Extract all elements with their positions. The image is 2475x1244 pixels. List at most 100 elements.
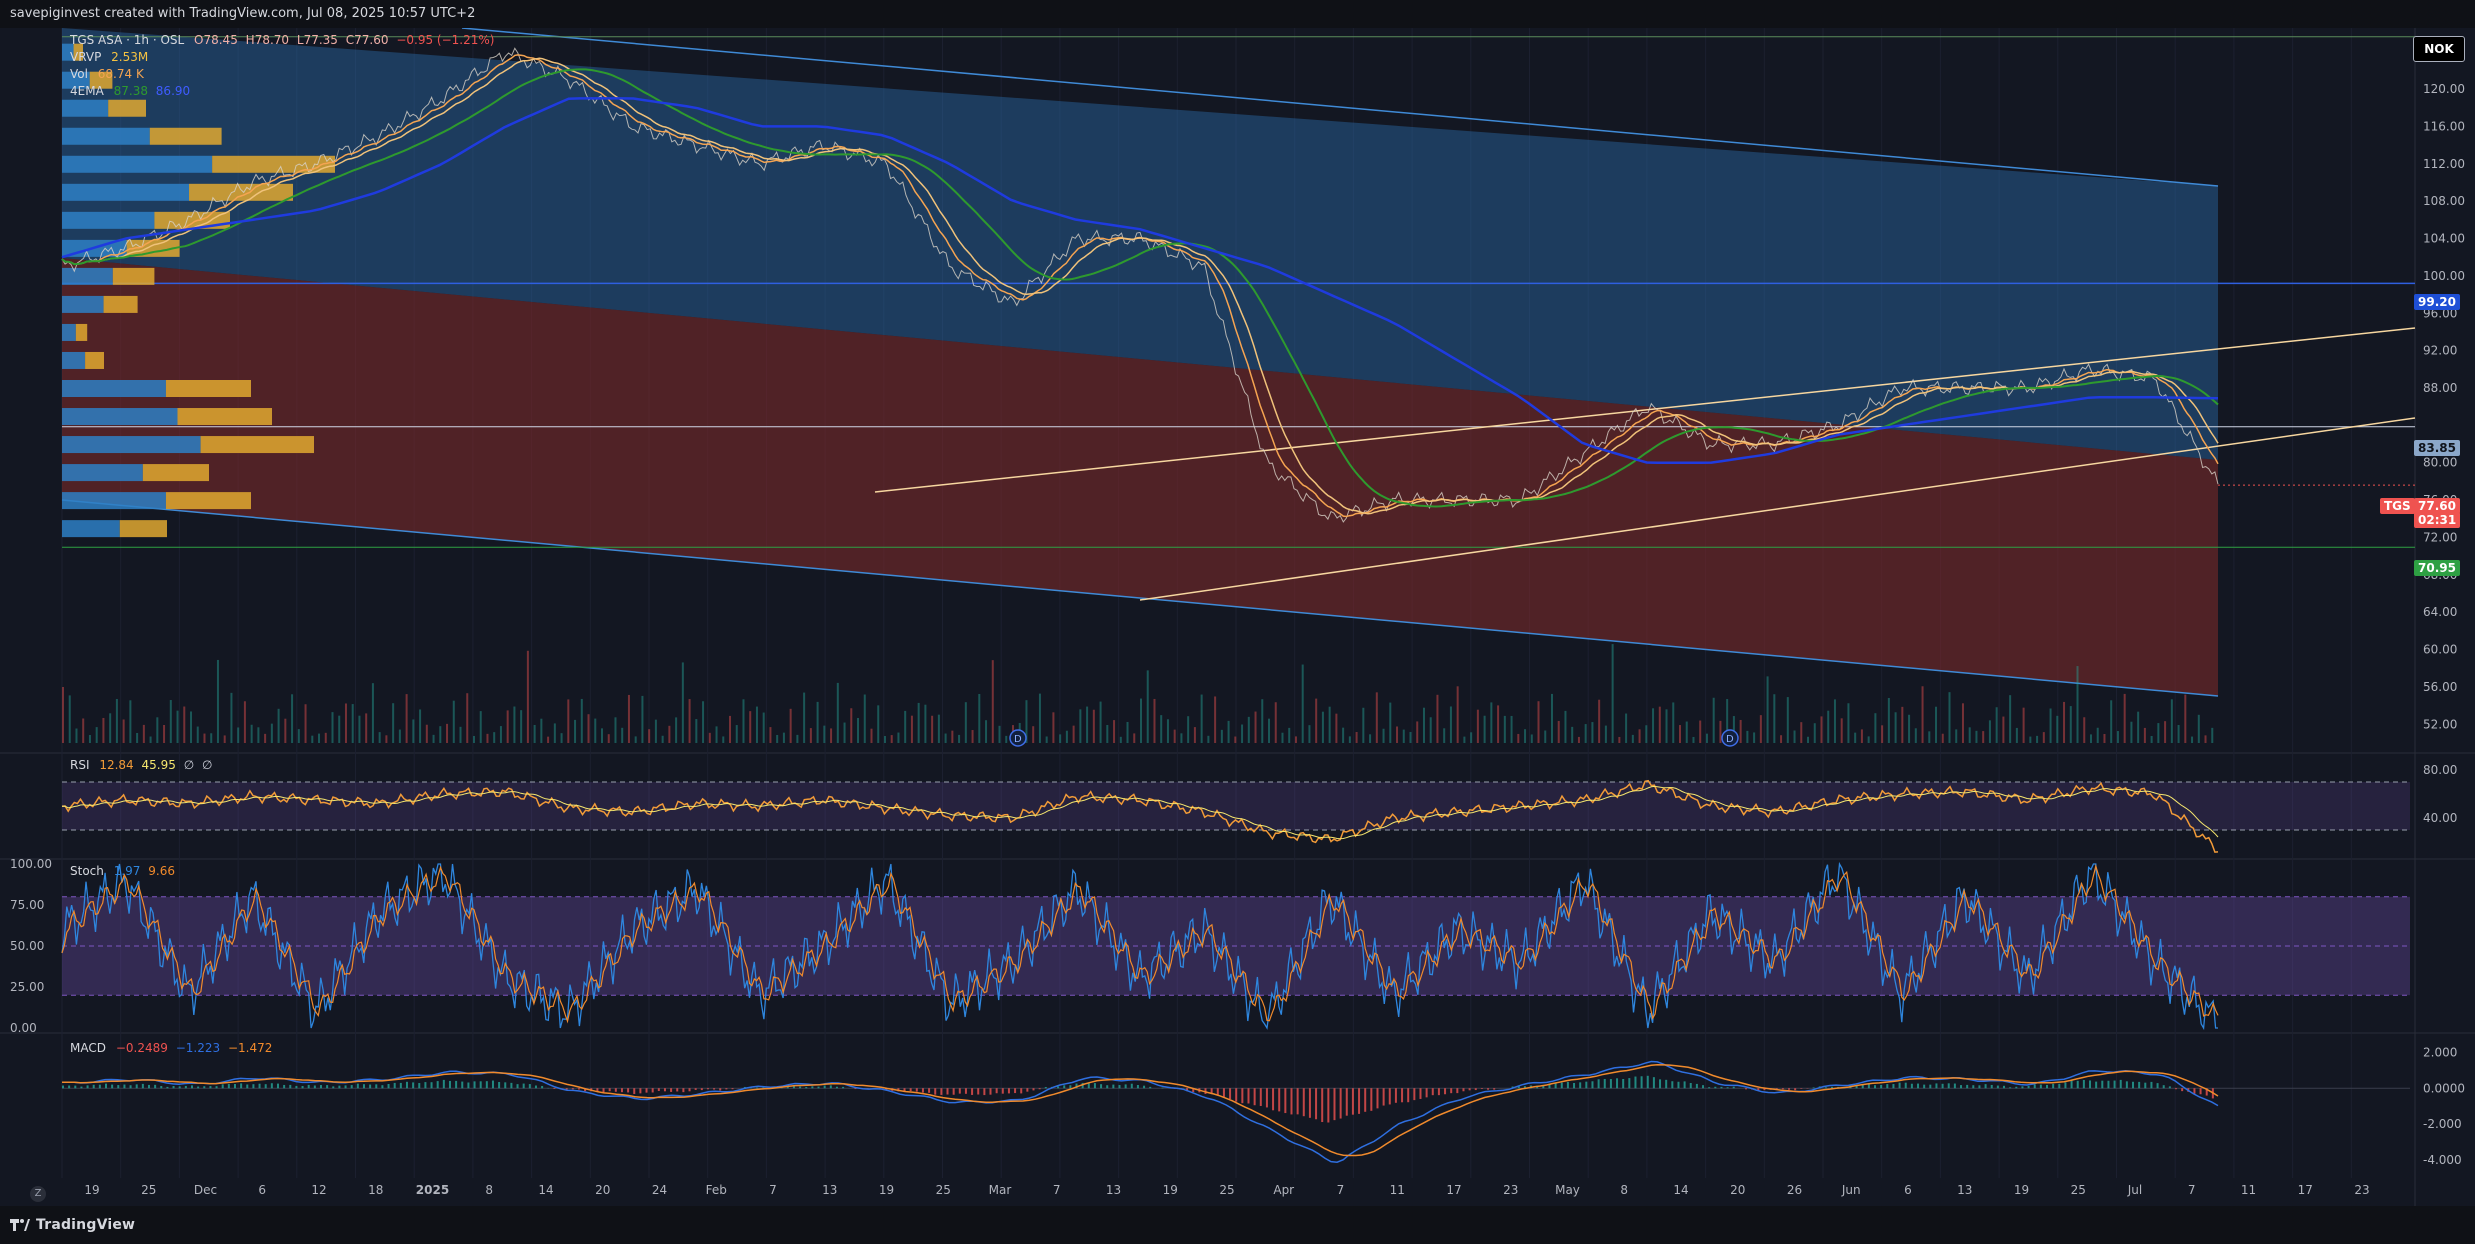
macd-hist-bar-28: [233, 1083, 236, 1089]
volume-bar-285: [1982, 731, 1985, 743]
time-label-9: 20: [595, 1183, 610, 1197]
macd-hist-bar-48: [356, 1083, 359, 1089]
footer-bar: TradingView: [0, 1206, 2475, 1244]
zoom-button[interactable]: Z: [30, 1186, 46, 1202]
macd-hist-bar-55: [399, 1082, 402, 1089]
currency-button[interactable]: NOK: [2413, 36, 2465, 62]
macd-hist-bar-32: [258, 1083, 261, 1089]
volume-bar-234: [1638, 729, 1641, 743]
macd-hist-bar-270: [1720, 1086, 1723, 1089]
time-label-24: 17: [1446, 1183, 1461, 1197]
volume-bar-176: [1247, 716, 1250, 743]
time-label-17: 7: [1053, 1183, 1061, 1197]
volume-bar-98: [722, 736, 725, 743]
macd-hist-bar-337: [2132, 1081, 2135, 1089]
macd-hist-bar-208: [1339, 1088, 1342, 1119]
macd-hist-bar-171: [1112, 1084, 1115, 1089]
volume-bar-67: [513, 706, 516, 743]
volume-bar-41: [338, 715, 341, 743]
macd-hist-bar-216: [1388, 1088, 1391, 1105]
volume-bar-21: [203, 733, 206, 743]
macd-hist-bar-82: [565, 1088, 568, 1090]
macd-hist-bar-308: [1953, 1083, 1956, 1089]
vrvp-bar-up-1: [62, 71, 90, 89]
macd-hist-bar-260: [1659, 1079, 1662, 1089]
volume-bar-294: [2042, 732, 2045, 743]
rsi-line: [61, 779, 2219, 853]
vrvp-bar-down-17: [119, 520, 167, 538]
macd-hist-bar-339: [2144, 1082, 2147, 1089]
macd-hist-bar-144: [946, 1088, 949, 1095]
macd-hist-bar-10: [123, 1084, 126, 1089]
volume-bar-258: [1800, 722, 1803, 743]
volume-bar-49: [392, 703, 395, 743]
volume-bar-77: [580, 698, 583, 743]
volume-bar-73: [553, 723, 556, 743]
time-label-25: 23: [1503, 1183, 1518, 1197]
macd-hist-bar-187: [1210, 1088, 1213, 1095]
volume-bar-53: [419, 709, 422, 743]
volume-bar-34: [291, 694, 294, 743]
rsi-ma-line: [61, 785, 2219, 840]
volume-bar-254: [1773, 694, 1776, 743]
vrvp-bar-down-4: [212, 155, 335, 173]
volume-bar-297: [2063, 701, 2066, 743]
macd-hist-bar-323: [2046, 1084, 2049, 1089]
chart-canvas[interactable]: 124.00120.00116.00112.00108.00104.00100.…: [0, 28, 2475, 1206]
macd-hist-bar-259: [1652, 1077, 1655, 1089]
vrvp-bar-down-14: [200, 436, 314, 454]
volume-bar-257: [1793, 730, 1796, 743]
volume-bar-59: [459, 726, 462, 743]
price-series: [61, 47, 2219, 523]
volume-bar-78: [587, 714, 590, 743]
vrvp-bar-up-14: [62, 436, 201, 454]
macd-hist-bar-221: [1419, 1088, 1422, 1099]
volume-bar-158: [1126, 721, 1129, 743]
macd-hist-bar-141: [928, 1088, 931, 1093]
macd-hist-bar-333: [2107, 1080, 2110, 1089]
wedge-upper-trendline: [874, 327, 2416, 493]
volume-bar-225: [1577, 736, 1580, 743]
macd-hist-bar-93: [633, 1088, 636, 1095]
macd-hist-bar-302: [1917, 1083, 1920, 1089]
time-label-23: 11: [1390, 1183, 1405, 1197]
volume-bar-195: [1375, 692, 1378, 743]
volume-bar-93: [688, 699, 691, 743]
price-tick-17: 52.00: [2423, 717, 2457, 731]
volume-bar-97: [715, 726, 718, 743]
time-label-4: 12: [311, 1183, 326, 1197]
macd-hist-bar-40: [307, 1084, 310, 1089]
volume-bar-32: [277, 708, 280, 743]
macd-hist-bar-179: [1161, 1087, 1164, 1089]
macd-hist-bar-54: [393, 1082, 396, 1089]
tradingview-logo[interactable]: TradingView: [10, 1217, 135, 1233]
macd-hist-bar-107: [719, 1088, 722, 1091]
time-label-34: 19: [2014, 1183, 2029, 1197]
volume-bar-137: [985, 720, 988, 743]
volume-bar-189: [1335, 713, 1338, 743]
volume-bar-211: [1483, 715, 1486, 743]
volume-bar-224: [1571, 726, 1574, 743]
macd-hist-bar-243: [1554, 1083, 1557, 1089]
volume-bar-309: [2143, 727, 2146, 743]
time-label-33: 13: [1957, 1183, 1972, 1197]
macd-hist-bar-63: [448, 1080, 451, 1089]
volume-bar-232: [1625, 713, 1628, 743]
volume-bar-113: [823, 725, 826, 743]
volume-bar-117: [850, 708, 853, 743]
macd-hist-bar-101: [682, 1088, 685, 1093]
macd-hist-bar-255: [1628, 1078, 1631, 1089]
volume-bar-127: [917, 702, 920, 743]
macd-hist-bar-168: [1093, 1083, 1096, 1089]
volume-bar-143: [1025, 700, 1028, 743]
volume-bar-138: [991, 660, 994, 743]
volume-bar-71: [540, 718, 543, 743]
volume-bar-10: [129, 700, 132, 743]
macd-hist-bar-158: [1032, 1088, 1035, 1091]
volume-bar-159: [1133, 733, 1136, 743]
volume-bar-209: [1470, 732, 1473, 743]
macd-hist-bar-331: [2095, 1081, 2098, 1089]
macd-hist-bar-324: [2052, 1083, 2055, 1089]
price-tick-10: 80.00: [2423, 456, 2457, 470]
volume-bar-291: [2022, 707, 2025, 743]
